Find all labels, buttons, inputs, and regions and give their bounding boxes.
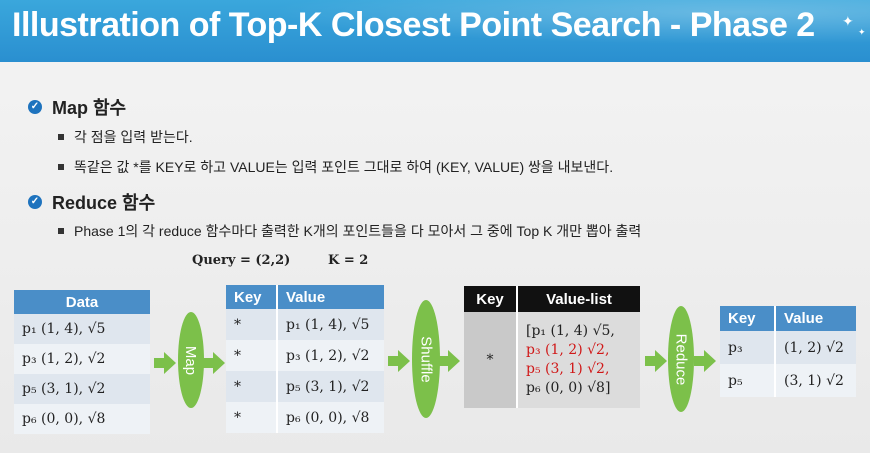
value-list-table: Key Value-list * [p₁ (1, 4) √5, p₃ (1, 2…	[464, 286, 640, 408]
kv-key-cell: *	[226, 402, 278, 433]
map-item-2-text: 똑같은 값 *를 KEY로 하고 VALUE는 입력 포인트 그대로 하여 (K…	[74, 159, 614, 175]
k-label: K = 2	[328, 253, 369, 268]
vl-value-header: Value-list	[517, 286, 640, 312]
sparkle-icon: ✦	[858, 28, 866, 38]
out-value-header: Value	[775, 306, 856, 331]
map-label: Map	[182, 345, 200, 375]
output-table: Key Value p₃ (1, 2) √2 p₅ (3, 1) √2	[720, 306, 856, 397]
vl-line: [p₁ (1, 4) √5,	[526, 323, 615, 339]
arrow-right-icon	[438, 350, 460, 372]
square-bullet-icon	[58, 228, 64, 234]
map-item-1: 각 점을 입력 받는다.	[58, 127, 193, 147]
kv-key-cell: *	[226, 309, 278, 340]
reduce-heading-text: Reduce 함수	[52, 193, 156, 213]
data-row: p₁ (1, 4), √5	[14, 314, 150, 344]
out-key-cell: p₅	[720, 364, 776, 397]
vl-key-header: Key	[464, 286, 518, 312]
kv-key-cell: *	[226, 371, 278, 402]
map-oval: Map	[178, 312, 204, 408]
arrow-right-icon	[203, 352, 225, 374]
check-circle-icon: ✓	[28, 100, 42, 114]
kv-value-cell: p₆ (0, 0), √8	[277, 402, 384, 433]
title-bar: Illustration of Top-K Closest Point Sear…	[0, 0, 870, 62]
out-value-cell: (3, 1) √2	[775, 364, 856, 397]
reduce-oval: Reduce	[668, 306, 694, 412]
vl-line: p₆ (0, 0) √8]	[526, 380, 611, 396]
vl-line-highlighted: p₃ (1, 2) √2,	[526, 342, 610, 358]
kv-key-cell: *	[226, 340, 278, 371]
arrow-right-icon	[645, 350, 667, 372]
out-key-header: Key	[720, 306, 776, 331]
reduce-heading: ✓ Reduce 함수	[28, 189, 155, 215]
check-circle-icon: ✓	[28, 195, 42, 209]
vl-key-cell: *	[464, 312, 518, 408]
data-row: p₅ (3, 1), √2	[14, 374, 150, 404]
kv-value-header: Value	[277, 285, 384, 309]
slide-title: Illustration of Top-K Closest Point Sear…	[12, 6, 815, 44]
arrow-right-icon	[694, 350, 716, 372]
vl-value-cell: [p₁ (1, 4) √5, p₃ (1, 2) √2, p₅ (3, 1) √…	[517, 312, 640, 408]
vl-line-highlighted: p₅ (3, 1) √2,	[526, 361, 610, 377]
shuffle-oval: Shuffle	[412, 300, 440, 418]
map-item-1-text: 각 점을 입력 받는다.	[74, 129, 193, 145]
shuffle-label: Shuffle	[417, 335, 435, 383]
map-heading-text: Map 함수	[52, 98, 127, 118]
kv-value-cell: p₅ (3, 1), √2	[277, 371, 384, 402]
data-row: p₆ (0, 0), √8	[14, 404, 150, 434]
out-value-cell: (1, 2) √2	[775, 331, 856, 364]
kv-key-header: Key	[226, 285, 278, 309]
data-table: Data p₁ (1, 4), √5 p₃ (1, 2), √2 p₅ (3, …	[14, 290, 150, 434]
data-row: p₃ (1, 2), √2	[14, 344, 150, 374]
map-item-2: 똑같은 값 *를 KEY로 하고 VALUE는 입력 포인트 그대로 하여 (K…	[58, 157, 613, 177]
out-key-cell: p₃	[720, 331, 776, 364]
arrow-right-icon	[388, 350, 410, 372]
kv-table: Key Value * p₁ (1, 4), √5 * p₃ (1, 2), √…	[226, 285, 384, 433]
reduce-label: Reduce	[672, 333, 690, 385]
map-heading: ✓ Map 함수	[28, 94, 126, 120]
kv-value-cell: p₃ (1, 2), √2	[277, 340, 384, 371]
reduce-item-1: Phase 1의 각 reduce 함수마다 출력한 K개의 포인트들을 다 모…	[58, 221, 641, 241]
sparkle-icon: ✦	[842, 14, 854, 30]
query-label: Query = (2,2)	[192, 253, 291, 268]
kv-value-cell: p₁ (1, 4), √5	[277, 309, 384, 340]
arrow-right-icon	[154, 352, 176, 374]
data-header: Data	[14, 290, 150, 314]
square-bullet-icon	[58, 134, 64, 140]
reduce-item-1-text: Phase 1의 각 reduce 함수마다 출력한 K개의 포인트들을 다 모…	[74, 223, 642, 239]
square-bullet-icon	[58, 164, 64, 170]
title-shine	[0, 0, 870, 62]
